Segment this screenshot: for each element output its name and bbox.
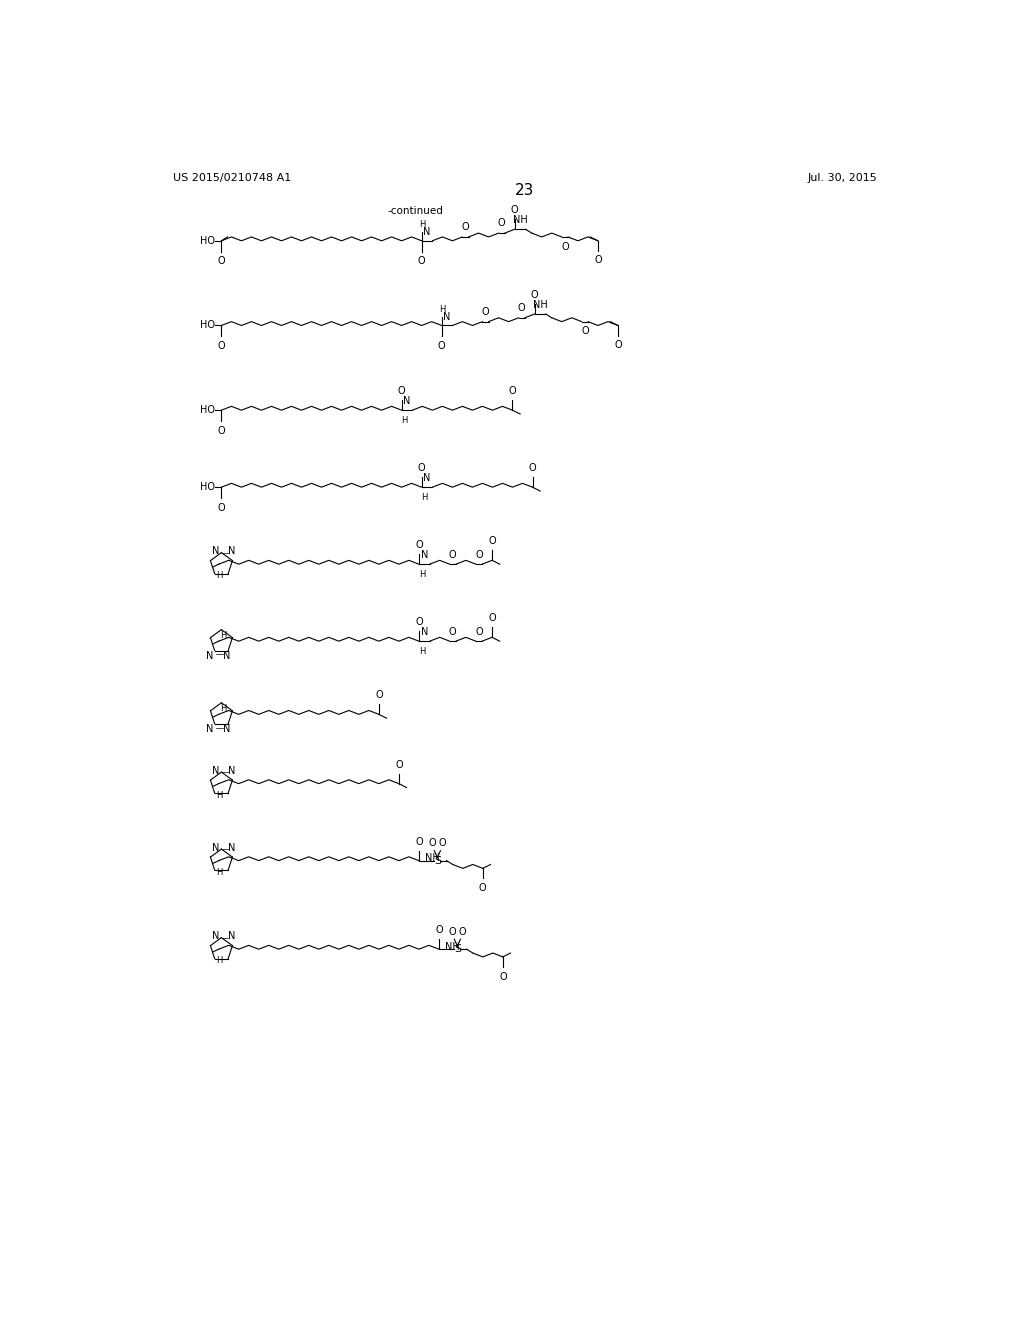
Text: HO: HO (201, 405, 215, 416)
Text: O: O (475, 549, 482, 560)
Text: O: O (614, 341, 622, 350)
Text: O: O (218, 256, 225, 267)
Text: O: O (438, 341, 445, 351)
Text: O: O (561, 242, 568, 252)
Text: O: O (594, 256, 602, 265)
Text: H: H (216, 957, 222, 965)
Text: N: N (423, 474, 431, 483)
Text: O: O (415, 540, 423, 550)
Text: O: O (435, 925, 442, 936)
Text: H: H (422, 492, 428, 502)
Text: S: S (434, 855, 441, 866)
Text: O: O (531, 290, 539, 300)
Text: H: H (216, 791, 222, 800)
Text: O: O (462, 222, 469, 232)
Text: O: O (475, 627, 482, 636)
Text: NH: NH (532, 300, 548, 310)
Text: O: O (528, 463, 537, 474)
Text: H: H (220, 631, 226, 640)
Text: N: N (212, 842, 219, 853)
Text: N: N (423, 227, 431, 238)
Text: N: N (421, 627, 428, 638)
Text: H: H (216, 867, 222, 876)
Text: S: S (454, 944, 461, 954)
Text: N: N (228, 766, 236, 776)
Text: O: O (418, 256, 425, 267)
Text: O: O (415, 837, 423, 847)
Text: -continued: -continued (387, 206, 443, 215)
Text: O: O (449, 549, 457, 560)
Text: H: H (401, 416, 408, 425)
Text: O: O (429, 838, 436, 849)
Text: H: H (439, 305, 445, 314)
Text: H: H (216, 572, 222, 581)
Text: O: O (375, 690, 383, 701)
Text: H: H (419, 220, 426, 230)
Text: N: N (223, 651, 230, 661)
Text: H: H (220, 704, 226, 713)
Text: N: N (207, 725, 214, 734)
Text: NH: NH (445, 942, 460, 952)
Text: N: N (228, 842, 236, 853)
Text: N: N (228, 931, 236, 941)
Text: N: N (403, 396, 411, 407)
Text: O: O (449, 627, 457, 636)
Text: N: N (223, 725, 230, 734)
Text: O: O (418, 463, 425, 474)
Text: NH: NH (513, 215, 527, 226)
Text: O: O (395, 760, 402, 770)
Text: O: O (458, 927, 466, 937)
Text: NH: NH (425, 853, 439, 863)
Text: O: O (481, 308, 489, 317)
Text: 23: 23 (515, 183, 535, 198)
Text: HO: HO (201, 482, 215, 492)
Text: O: O (581, 326, 589, 337)
Text: N: N (228, 546, 236, 556)
Text: O: O (479, 883, 486, 892)
Text: Jul. 30, 2015: Jul. 30, 2015 (808, 173, 878, 182)
Text: N: N (212, 546, 219, 556)
Text: H: H (419, 570, 425, 578)
Text: O: O (498, 219, 506, 228)
Text: US 2015/0210748 A1: US 2015/0210748 A1 (173, 173, 291, 182)
Text: N: N (212, 931, 219, 941)
Text: HO: HO (201, 321, 215, 330)
Text: O: O (518, 304, 525, 313)
Text: O: O (218, 425, 225, 436)
Text: HO: HO (201, 236, 215, 246)
Text: N: N (212, 766, 219, 776)
Text: H: H (419, 647, 425, 656)
Text: O: O (511, 206, 518, 215)
Text: O: O (509, 387, 516, 396)
Text: O: O (488, 614, 496, 623)
Text: N: N (443, 312, 451, 322)
Text: O: O (397, 387, 406, 396)
Text: N: N (421, 550, 428, 561)
Text: O: O (218, 341, 225, 351)
Text: O: O (218, 503, 225, 512)
Text: O: O (438, 838, 445, 849)
Text: N: N (207, 651, 214, 661)
Text: O: O (499, 972, 507, 982)
Text: O: O (449, 927, 457, 937)
Text: O: O (415, 618, 423, 627)
Text: O: O (488, 536, 496, 546)
